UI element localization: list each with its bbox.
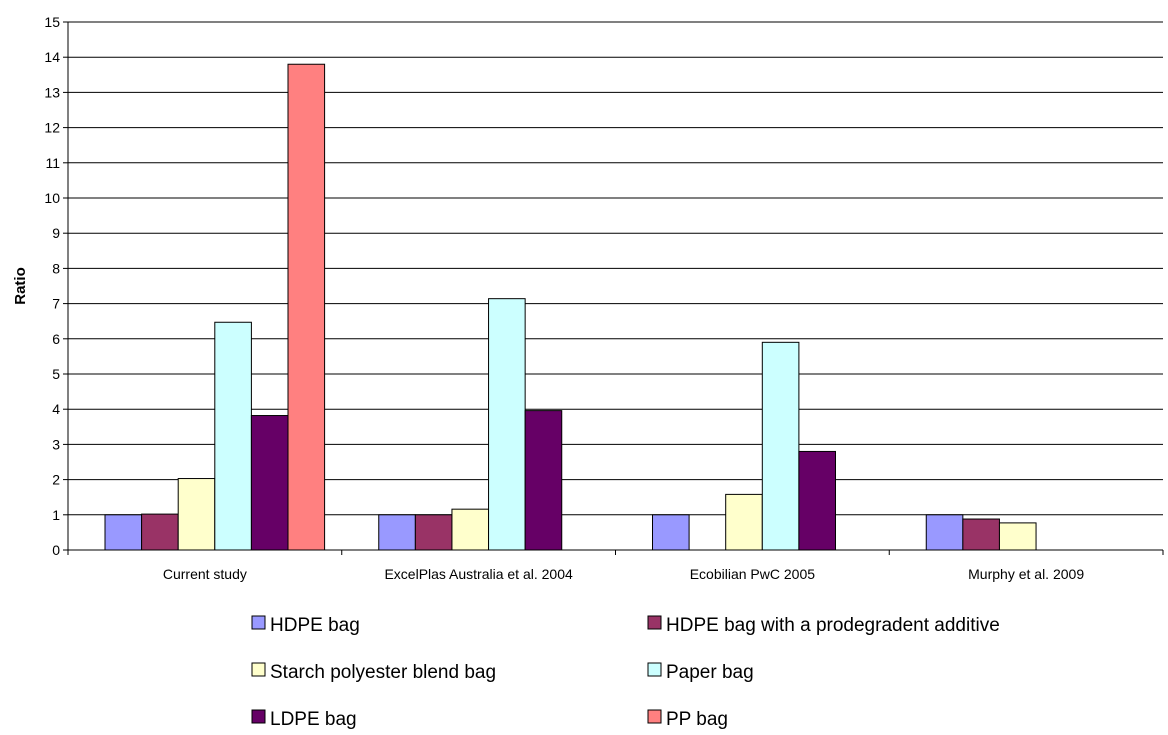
legend-label: Starch polyester blend bag: [270, 662, 496, 683]
y-tick-label: 13: [44, 84, 60, 100]
x-category-label: Current study: [163, 566, 247, 582]
legend-swatch: [251, 709, 266, 724]
bar-paper-bag-1: [488, 298, 526, 551]
bar-hdpe-bag-3: [925, 514, 964, 551]
bar-paper-bag-2: [761, 341, 800, 551]
legend-label: HDPE bag with a prodegradent additive: [666, 615, 1000, 636]
y-tick-label: 14: [44, 49, 60, 65]
legend-swatch: [251, 662, 266, 677]
bar-hdpe-bag-2: [652, 514, 690, 551]
y-tick-label: 12: [44, 120, 60, 136]
y-tick-label: 10: [44, 190, 60, 206]
legend-label: HDPE bag: [270, 615, 360, 636]
bar-ldpe-bag-2: [798, 450, 837, 551]
legend-label: LDPE bag: [270, 709, 357, 730]
bar-paper-bag-0: [214, 321, 252, 551]
x-category-label: Ecobilian PwC 2005: [690, 566, 816, 582]
bar-starch-polyester-blend-bag-0: [177, 478, 216, 551]
x-category-label: Murphy et al. 2009: [968, 566, 1084, 582]
y-tick-label: 0: [52, 542, 60, 558]
legend: HDPE bag HDPE bag with a prodegradent add…: [251, 615, 1000, 730]
legend-swatch: [251, 615, 266, 630]
legend-label: PP bag: [666, 709, 728, 730]
legend-swatch: [647, 615, 662, 630]
bar-hdpe-bag-with-a-prodegradent-additive-0: [141, 513, 179, 551]
y-tick-label: 1: [52, 507, 60, 523]
x-category-label: ExcelPlas Australia et al. 2004: [384, 566, 573, 582]
y-tick-label: 4: [52, 401, 60, 417]
bars: [104, 63, 1037, 551]
legend-swatch: [647, 662, 662, 677]
y-tick-label: 3: [52, 436, 60, 452]
bar-ldpe-bag-0: [250, 415, 289, 551]
bar-starch-polyester-blend-bag-3: [998, 522, 1037, 551]
y-tick-label: 5: [52, 366, 60, 382]
bar-starch-polyester-blend-bag-1: [451, 508, 490, 551]
legend-label: Paper bag: [666, 662, 754, 683]
y-tick-label: 8: [52, 260, 60, 276]
y-tick-label: 15: [44, 14, 60, 30]
y-tick-label: 9: [52, 225, 60, 241]
bar-hdpe-bag-with-a-prodegradent-additive-1: [414, 514, 453, 551]
bar-hdpe-bag-with-a-prodegradent-additive-3: [962, 518, 1000, 551]
bar-hdpe-bag-1: [378, 514, 416, 551]
y-tick-label: 7: [52, 296, 60, 312]
y-tick-label: 2: [52, 472, 60, 488]
legend-swatch: [647, 709, 662, 724]
y-tick-label: 6: [52, 331, 60, 347]
y-axis-title: Ratio: [12, 267, 29, 305]
bar-starch-polyester-blend-bag-2: [725, 493, 763, 551]
bar-hdpe-bag-0: [104, 514, 143, 551]
y-tick-label: 11: [45, 155, 60, 171]
bar-pp-bag-0: [287, 63, 326, 551]
bar-ldpe-bag-1: [524, 410, 563, 551]
